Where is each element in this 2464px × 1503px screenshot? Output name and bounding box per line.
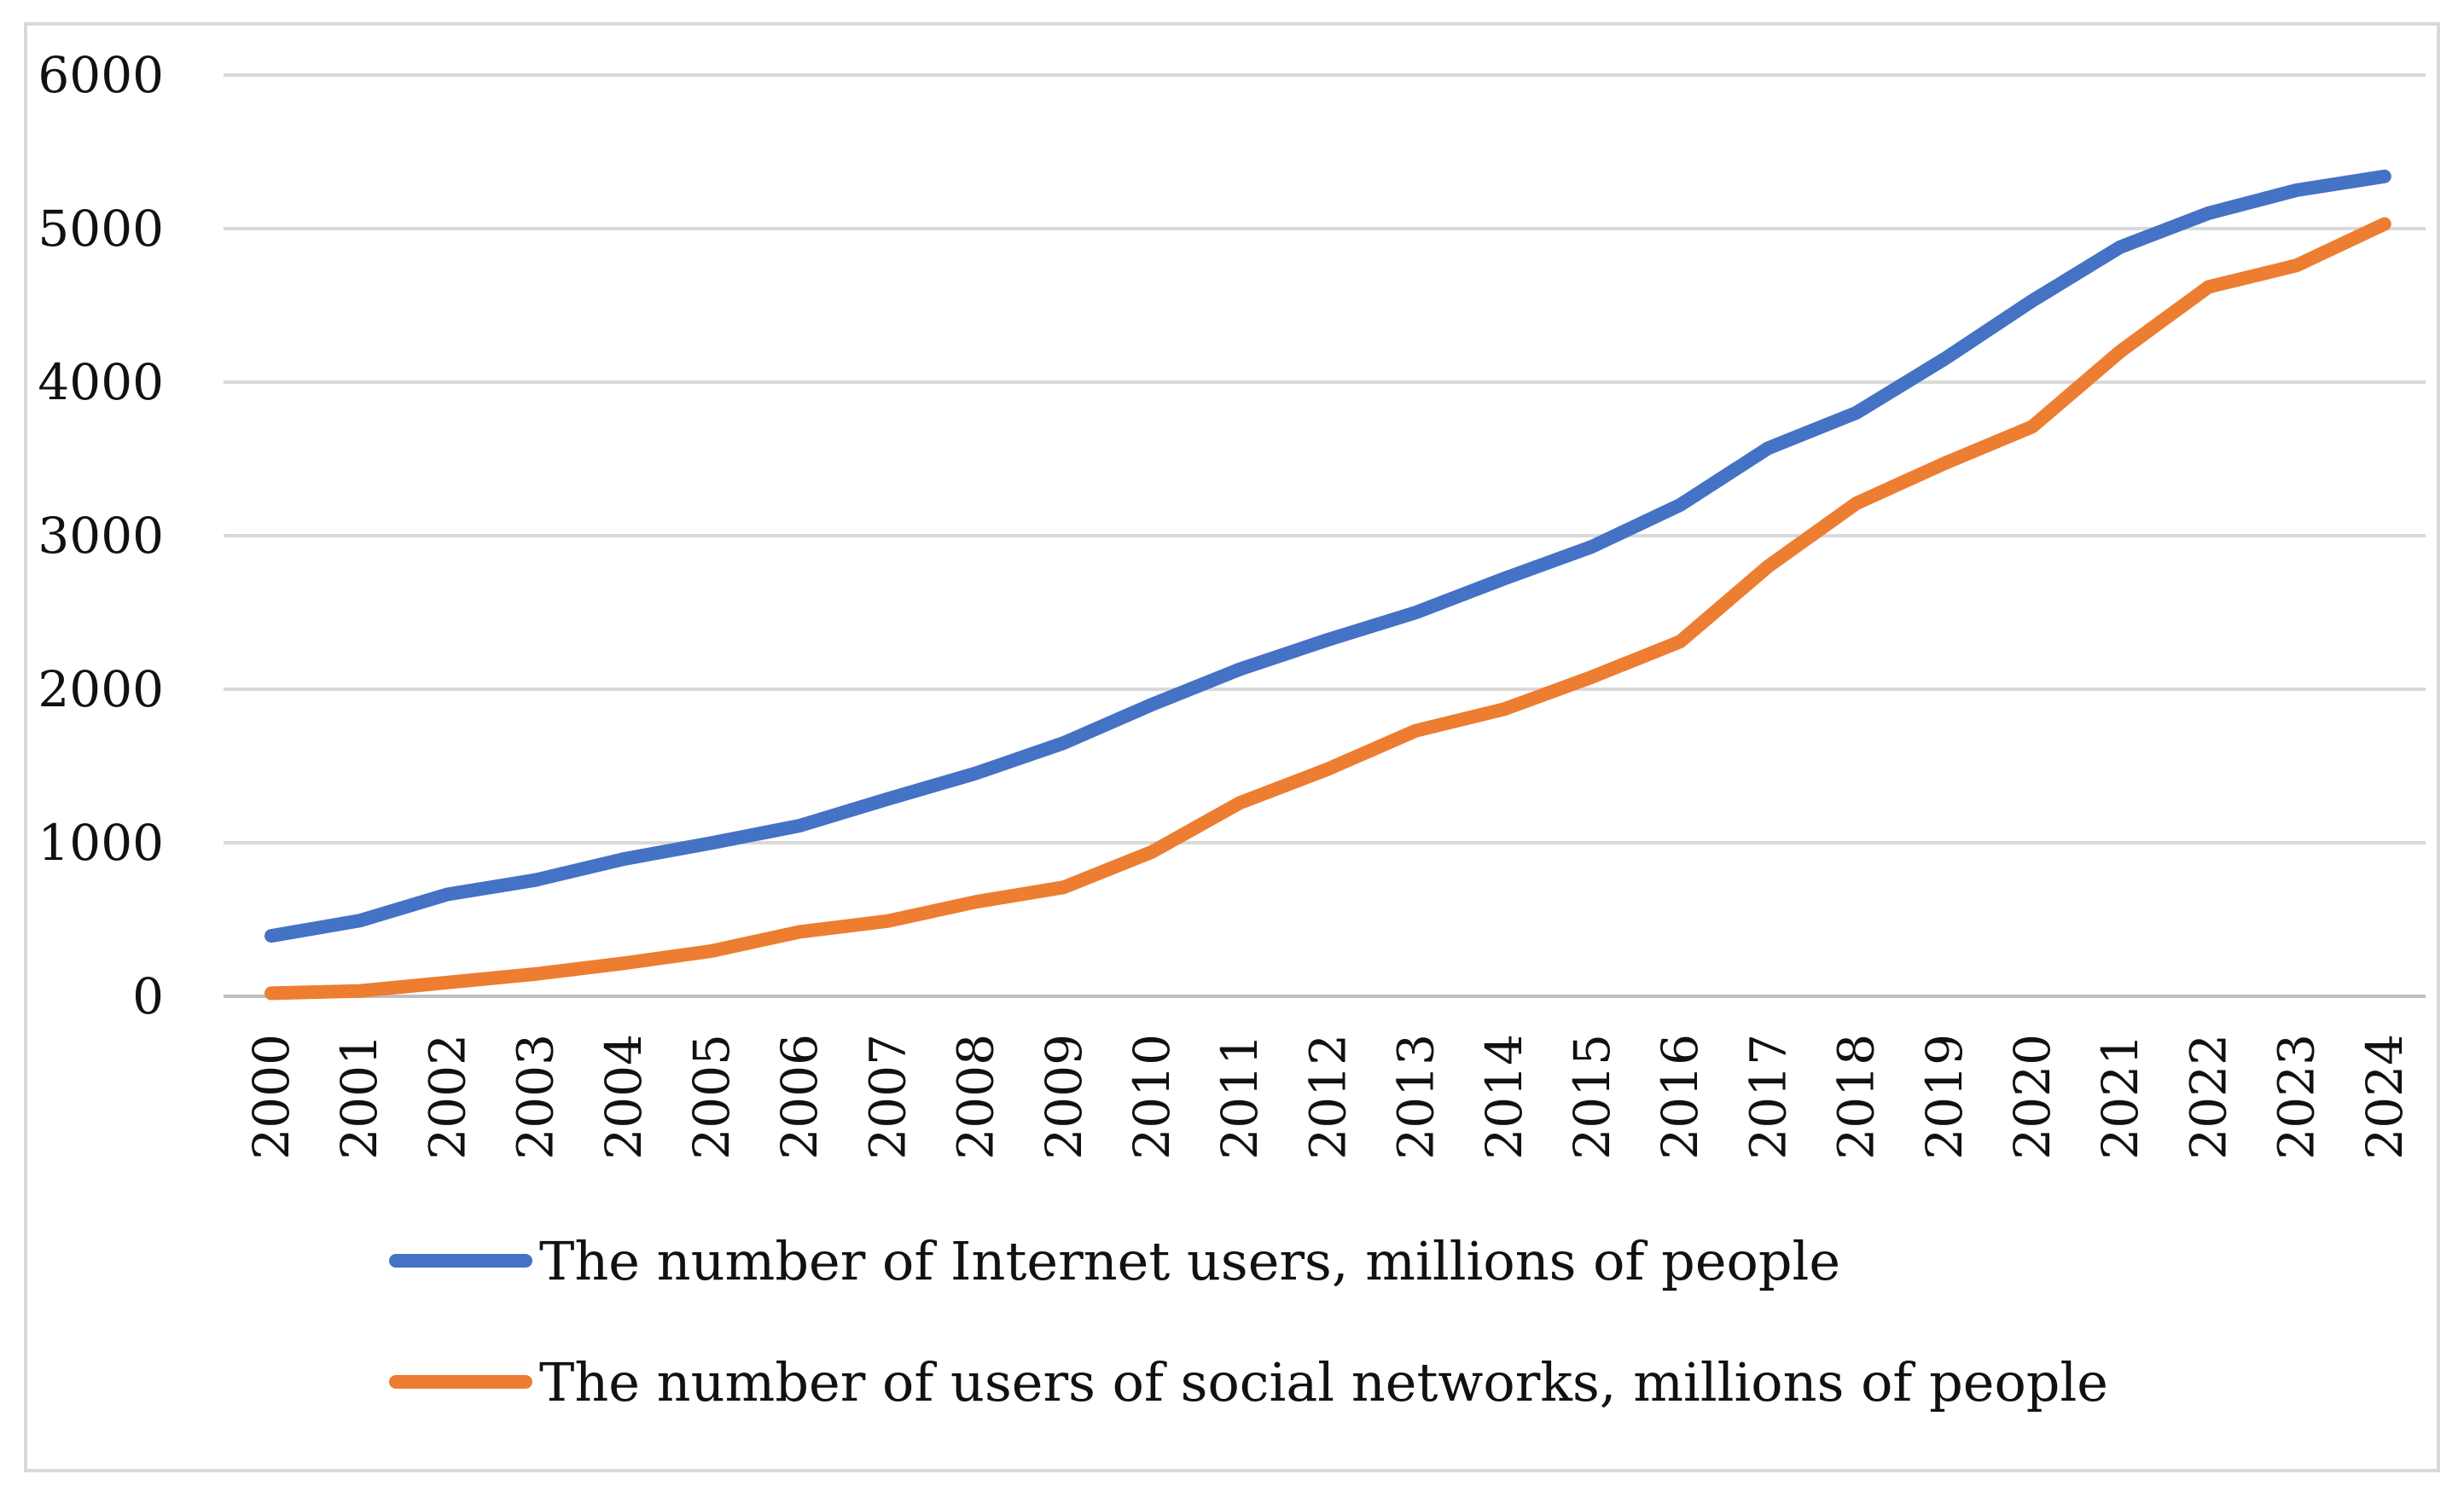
x-tick-label: 2015 [1563,1034,1621,1160]
x-axis-ticks: 2000 2001 2002 2003 2004 2005 2006 2007 2008 2009… [242,1034,2414,1160]
x-tick-label: 2000 [242,1034,300,1160]
x-tick-label: 2002 [418,1034,476,1160]
x-tick-label: 2021 [2091,1034,2149,1160]
y-tick-label: 4000 [38,353,164,411]
x-tick-label: 2020 [2003,1034,2061,1160]
x-tick-label: 2024 [2356,1034,2414,1160]
x-tick-label: 2003 [507,1034,565,1160]
legend-label-1: The number of Internet users, millions o… [539,1230,1840,1292]
x-tick-label: 2009 [1035,1034,1093,1160]
series-line-1 [264,169,2391,943]
y-tick-label: 6000 [38,46,164,104]
x-tick-label: 2006 [770,1034,828,1160]
x-tick-label: 2023 [2268,1034,2326,1160]
y-tick-label: 2000 [38,660,164,718]
x-tick-label: 2011 [1211,1034,1269,1160]
chart-frame [24,22,2440,1472]
x-tick-label: 2012 [1299,1034,1357,1160]
series-lines [264,169,2391,1001]
x-tick-label: 2001 [330,1034,388,1160]
y-tick-label: 0 [132,967,164,1025]
x-tick-label: 2010 [1123,1034,1181,1160]
x-tick-label: 2018 [1828,1034,1886,1160]
y-tick-label: 5000 [38,200,164,258]
x-tick-label: 2004 [595,1034,653,1160]
series-line-2 [264,217,2391,1001]
gridlines [224,73,2426,998]
y-tick-label: 1000 [38,814,164,872]
legend-label-2: The number of users of social networks, … [539,1351,2108,1413]
y-axis-ticks: 0 1000 2000 3000 4000 5000 6000 [38,46,164,1025]
x-tick-label: 2019 [1915,1034,1973,1160]
x-tick-label: 2014 [1475,1034,1533,1160]
x-tick-label: 2022 [2179,1034,2237,1160]
x-tick-label: 2007 [858,1034,916,1160]
x-tick-label: 2008 [947,1034,1005,1160]
legend: The number of Internet users, millions o… [389,1230,2108,1413]
x-tick-label: 2013 [1387,1034,1445,1160]
x-tick-label: 2017 [1739,1034,1797,1160]
y-tick-label: 3000 [38,507,164,565]
x-tick-label: 2005 [683,1034,741,1160]
x-tick-label: 2016 [1651,1034,1709,1160]
